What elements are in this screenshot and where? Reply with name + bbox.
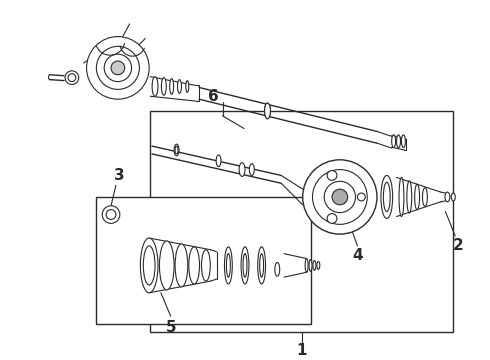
Ellipse shape [396, 135, 400, 148]
Ellipse shape [451, 193, 455, 201]
Ellipse shape [317, 261, 320, 269]
Text: 1: 1 [296, 343, 307, 358]
Circle shape [68, 74, 76, 82]
Ellipse shape [170, 78, 173, 94]
Ellipse shape [258, 247, 266, 284]
Ellipse shape [175, 244, 188, 287]
Text: 3: 3 [114, 168, 124, 183]
Bar [150, 111, 453, 332]
Ellipse shape [241, 247, 249, 284]
Circle shape [111, 61, 125, 75]
Circle shape [102, 206, 120, 223]
Circle shape [87, 37, 149, 99]
Ellipse shape [381, 175, 392, 219]
Ellipse shape [239, 163, 245, 176]
Ellipse shape [401, 135, 405, 148]
Ellipse shape [224, 247, 232, 284]
Ellipse shape [249, 164, 254, 175]
Ellipse shape [159, 241, 174, 290]
Circle shape [332, 189, 348, 205]
Ellipse shape [216, 155, 221, 167]
Text: 4: 4 [352, 248, 363, 263]
Ellipse shape [407, 181, 412, 213]
Circle shape [104, 54, 132, 82]
Ellipse shape [422, 188, 427, 206]
Ellipse shape [243, 254, 247, 277]
Ellipse shape [174, 144, 179, 156]
Text: 5: 5 [165, 320, 176, 336]
Ellipse shape [143, 246, 155, 285]
Ellipse shape [313, 261, 316, 270]
Ellipse shape [226, 254, 230, 277]
Circle shape [313, 170, 367, 224]
Circle shape [65, 71, 79, 85]
Ellipse shape [383, 182, 390, 212]
Ellipse shape [305, 258, 308, 272]
Ellipse shape [177, 80, 181, 93]
Circle shape [303, 160, 377, 234]
Circle shape [327, 171, 337, 180]
Ellipse shape [265, 103, 270, 119]
Circle shape [357, 193, 365, 201]
Circle shape [327, 213, 337, 223]
Ellipse shape [275, 262, 280, 276]
Ellipse shape [415, 184, 419, 210]
Circle shape [97, 46, 139, 89]
Bar [97, 197, 312, 324]
Ellipse shape [161, 78, 166, 95]
Circle shape [106, 210, 116, 220]
Ellipse shape [175, 146, 178, 154]
Circle shape [324, 181, 356, 213]
Text: 2: 2 [453, 238, 464, 253]
Ellipse shape [201, 250, 210, 281]
Text: 6: 6 [208, 89, 219, 104]
Ellipse shape [265, 103, 270, 119]
Ellipse shape [186, 81, 189, 92]
Ellipse shape [392, 135, 395, 148]
Ellipse shape [189, 247, 199, 284]
Ellipse shape [260, 254, 264, 277]
Ellipse shape [140, 238, 158, 293]
Ellipse shape [445, 192, 450, 202]
Ellipse shape [399, 177, 404, 216]
Ellipse shape [152, 77, 158, 96]
Ellipse shape [309, 260, 312, 271]
